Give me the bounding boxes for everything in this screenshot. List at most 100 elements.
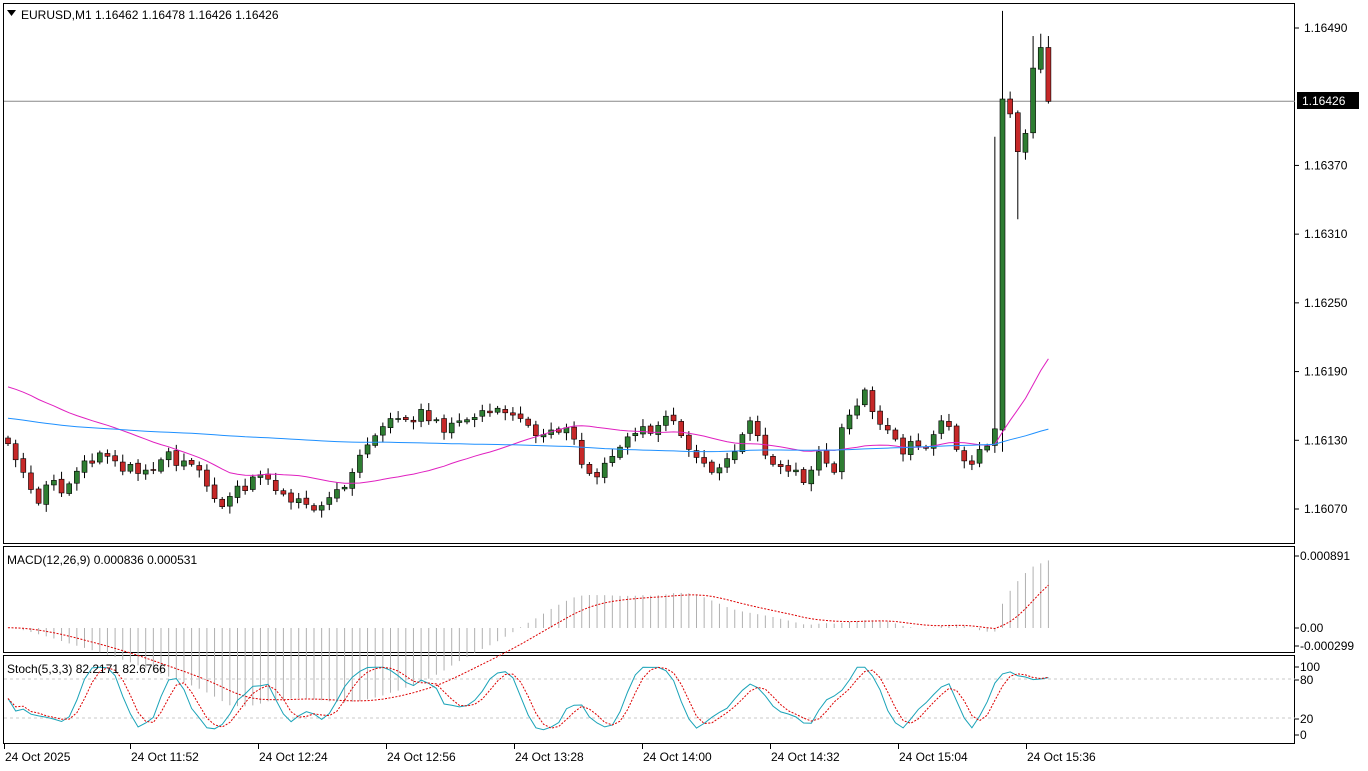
stoch-signal-line [7,666,1049,729]
candle-body [831,463,838,473]
macd-tick-label: -0.000299 [1300,639,1354,653]
candle-body [777,464,784,467]
candle-body [877,410,883,425]
candle-body [410,419,417,423]
candle-body [35,488,42,504]
stoch-panel[interactable] [3,655,1295,744]
ma-fast-line [7,358,1049,484]
candle-body [670,414,677,422]
candle-body [74,470,80,484]
candle-body [632,433,639,437]
candle-body [502,409,509,414]
candle-body [456,420,463,423]
time-tick-label: 24 Oct 14:32 [771,750,840,764]
candle-body [961,450,968,462]
candle-body [701,457,707,464]
candle-body [846,414,853,430]
candle-body [724,458,730,468]
candle-body [892,429,899,440]
candle-body [97,452,103,463]
macd-plot [7,560,1049,707]
stoch-tick-label: 0 [1300,728,1307,742]
macd-tick-label: 0.000891 [1300,549,1350,563]
candle-body [181,460,187,467]
candle-body [81,460,88,473]
candle-body [311,505,317,511]
macd-axis: 0.000891 0.00 -0.000299 [1295,549,1354,653]
candle-body [104,453,111,457]
price-tick-label: 1.16370 [1304,158,1348,172]
candle-body [5,437,11,445]
candle-body [930,434,937,449]
candle-body [288,492,294,503]
candle-body [318,505,325,511]
candle-body [211,484,218,499]
candle-body [655,425,662,435]
time-tick-label: 24 Oct 12:56 [387,750,456,764]
candle-body [1030,67,1036,134]
candle-body [969,460,975,465]
candle-body [976,449,983,464]
candle-body [227,496,233,507]
candle-body [112,455,118,462]
candle-body [364,444,371,455]
candle-body [533,424,539,437]
candle-body [907,441,914,455]
candle-body [334,489,340,499]
candle-body [150,469,157,471]
price-tick-label: 1.16190 [1304,365,1348,379]
time-tick-label: 24 Oct 2025 [5,750,71,764]
candle-body [272,480,279,491]
macd-panel[interactable] [3,546,1295,653]
candle-body [785,465,792,472]
candle-body [640,426,646,435]
main-price-panel[interactable] [3,3,1295,544]
candle-body [663,415,669,426]
stoch-plot [4,666,1295,731]
candle-body [594,472,600,478]
candle-body [678,421,685,437]
collapse-triangle-icon[interactable] [7,10,16,16]
candle-body [861,389,868,406]
candle-body [188,460,195,465]
time-tick-label: 24 Oct 13:28 [515,750,584,764]
stoch-tick-label: 100 [1300,660,1320,674]
candle-body [395,418,401,420]
candle-body [946,421,952,427]
candle-body [494,407,501,413]
candle-body [250,476,256,490]
candle-body [242,485,248,491]
candle-body [51,480,57,486]
candle-body [953,425,960,450]
candle-body [380,426,386,436]
candle-body [747,420,753,434]
candle-body [816,451,822,471]
candle-body [1022,133,1029,153]
candle-body [915,440,922,447]
candle-body [158,459,164,472]
price-tick-label: 1.16070 [1304,502,1348,516]
stoch-title: Stoch(5,3,3) 82.2171 82.6766 [7,662,166,676]
candle-body [525,418,532,426]
current-price-tag [1297,92,1359,109]
candle-body [793,469,799,473]
candle-body [448,422,455,434]
stoch-tick-label: 20 [1300,712,1314,726]
chart-title: EURUSD,M1 1.16462 1.16478 1.16426 1.1642… [21,8,279,22]
candle-body [89,460,95,464]
candle-body [265,473,271,480]
candle-body [900,437,906,455]
candle-body [1007,98,1013,115]
candle-body [869,390,876,412]
candle-body [984,445,991,451]
candle-body [433,419,440,422]
candle-body [127,464,134,472]
candle-body [754,421,761,437]
candle-body [43,484,50,505]
candle-body [418,409,424,422]
candle-body [119,461,126,472]
candle-body [295,498,302,504]
candle-body [464,419,470,423]
candle-body [601,462,608,478]
